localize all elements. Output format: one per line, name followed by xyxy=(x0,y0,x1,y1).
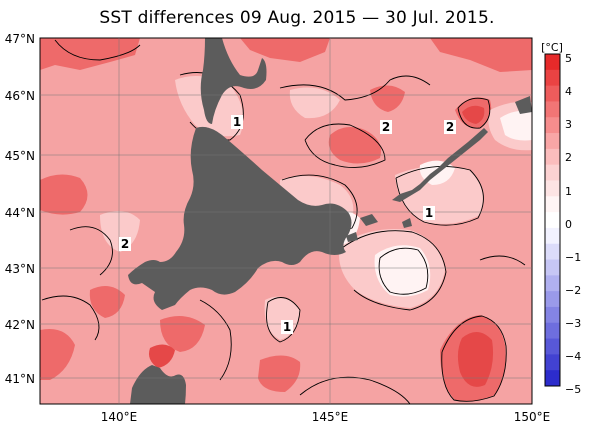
colorbar-swatch xyxy=(545,354,560,371)
colorbar-swatch xyxy=(545,133,560,150)
colorbar-tick: 5 xyxy=(565,52,572,65)
longitude-labels: 140°E 145°E 150°E xyxy=(101,410,551,424)
colorbar-tick: −2 xyxy=(565,284,581,297)
colorbar-swatch xyxy=(545,291,560,308)
colorbar-swatch xyxy=(545,370,560,387)
colorbar-swatch xyxy=(545,164,560,181)
colorbar-swatch xyxy=(545,117,560,134)
colorbar-unit: [°C] xyxy=(541,41,563,54)
plot-area xyxy=(40,38,532,404)
colorbar-swatch xyxy=(545,275,560,292)
contour-label: 1 xyxy=(283,320,291,334)
lat-label: 47°N xyxy=(5,32,35,46)
sakhalin xyxy=(200,38,267,124)
colorbar-swatch xyxy=(545,180,560,197)
contour-label-boxes xyxy=(119,115,456,334)
graticule xyxy=(40,38,532,404)
colorbar-swatch xyxy=(545,322,560,340)
honshu-north xyxy=(130,365,186,404)
colorbar-tick: −5 xyxy=(565,383,581,396)
colorbar-tick: 0 xyxy=(565,218,572,231)
colorbar-swatch xyxy=(545,243,560,261)
colorbar-swatch xyxy=(545,306,560,324)
colorbar-tick: 2 xyxy=(565,151,572,164)
colorbar-swatch xyxy=(545,101,560,118)
colorbar-swatches xyxy=(545,54,560,387)
colorbar-frame xyxy=(544,53,561,387)
lat-label: 42°N xyxy=(5,318,35,332)
colorbar-swatch xyxy=(545,85,560,102)
kuril-islands xyxy=(392,128,488,202)
colorbar-swatch xyxy=(545,338,560,355)
contour-label: 2 xyxy=(121,237,129,251)
colorbar-tick: −3 xyxy=(565,317,581,330)
colorbar-swatch xyxy=(545,212,560,229)
contour-labels: 1 2 2 1 2 1 xyxy=(121,115,454,334)
colorbar-swatch xyxy=(545,148,560,166)
contour-label: 2 xyxy=(382,120,390,134)
lat-label: 46°N xyxy=(5,89,35,103)
latitude-labels: 47°N 46°N 45°N 44°N 43°N 42°N 41°N xyxy=(5,32,35,386)
lat-label: 43°N xyxy=(5,262,35,276)
colorbar-tick: −4 xyxy=(565,350,581,363)
contour-label: 2 xyxy=(446,120,454,134)
colorbar-swatch xyxy=(545,227,560,245)
map-frame xyxy=(39,37,533,405)
colorbar-tick: 3 xyxy=(565,118,572,131)
strong-warm-cores xyxy=(149,105,494,387)
lat-label: 41°N xyxy=(5,372,35,386)
land xyxy=(128,38,532,404)
colorbar: [°C] 5 4 3 2 1 0 −1 −2 −3 −4 −5 xyxy=(541,41,581,396)
hokkaido-island xyxy=(128,126,352,310)
lon-label: 140°E xyxy=(101,410,138,424)
colorbar-swatch xyxy=(545,259,560,276)
map-title: SST differences 09 Aug. 2015 — 30 Jul. 2… xyxy=(99,8,495,28)
colorbar-swatch xyxy=(545,196,560,213)
colorbar-swatch xyxy=(545,69,560,87)
colorbar-swatch xyxy=(545,54,560,71)
colorbar-tick: 4 xyxy=(565,85,572,98)
lat-label: 44°N xyxy=(5,206,35,220)
colorbar-ticks: 5 4 3 2 1 0 −1 −2 −3 −4 −5 xyxy=(565,52,581,396)
lon-label: 145°E xyxy=(312,410,349,424)
lon-label: 150°E xyxy=(514,410,551,424)
colorbar-tick: 1 xyxy=(565,185,572,198)
lat-label: 45°N xyxy=(5,149,35,163)
contour-label: 1 xyxy=(233,115,241,129)
colorbar-tick: −1 xyxy=(565,251,581,264)
contour-label: 1 xyxy=(425,206,433,220)
